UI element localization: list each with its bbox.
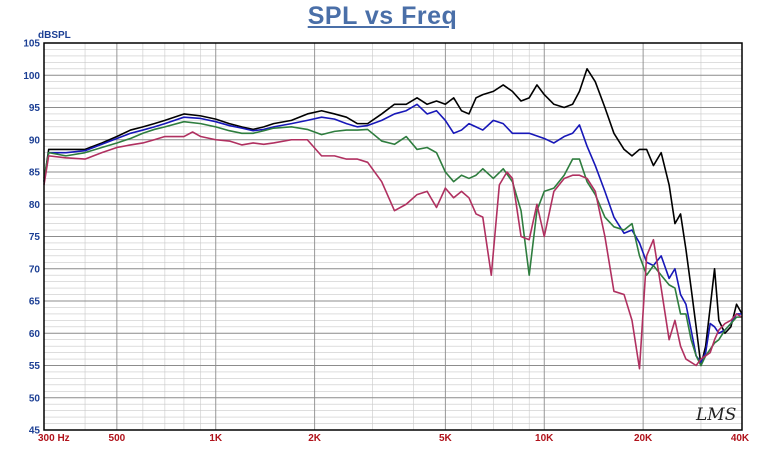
x-tick-label: 5K: [439, 433, 453, 444]
grid-major: [44, 43, 742, 430]
plot-frame: [43, 42, 743, 431]
series-line-3: [43, 120, 742, 367]
y-tick-label: 50: [29, 393, 41, 404]
y-tick-label: 55: [29, 361, 41, 372]
y-tick-label: 80: [29, 200, 41, 211]
y-tick-label: 90: [29, 135, 41, 146]
y-tick-label: 45: [29, 426, 41, 437]
y-tick-label: 60: [29, 329, 41, 340]
series-line-1: [43, 68, 743, 367]
series-group: [43, 68, 743, 370]
x-tick-label: 300 Hz: [38, 433, 70, 444]
x-tick-label: 500: [109, 433, 126, 444]
series-line-2: [43, 103, 742, 364]
y-tick-label: 100: [23, 71, 40, 82]
x-tick-label: 20K: [634, 433, 653, 444]
y-tick-label: 85: [29, 168, 41, 179]
y-tick-label: 95: [29, 103, 41, 114]
y-tick-label: 70: [29, 264, 41, 275]
x-tick-label: 10K: [535, 433, 554, 444]
y-tick-label: 75: [29, 232, 41, 243]
chart-title: SPL vs Freq: [307, 2, 458, 30]
y-axis-label: dBSPL: [38, 30, 71, 41]
series-line-4: [43, 131, 743, 370]
x-tick-label: 2K: [308, 433, 322, 444]
lms-watermark: LMS: [695, 405, 736, 425]
y-tick-label: 105: [23, 39, 40, 50]
x-tick-label: 1K: [209, 433, 223, 444]
x-tick-label: 40K: [731, 433, 750, 444]
x-tick-labels: 300 Hz 500 1K 2K 5K 10K 20K 40K: [38, 433, 750, 444]
y-tick-labels: 45 50 55 60 65 70 75 80 85 90 95 100 105: [23, 39, 40, 437]
y-tick-label: 65: [29, 297, 41, 308]
